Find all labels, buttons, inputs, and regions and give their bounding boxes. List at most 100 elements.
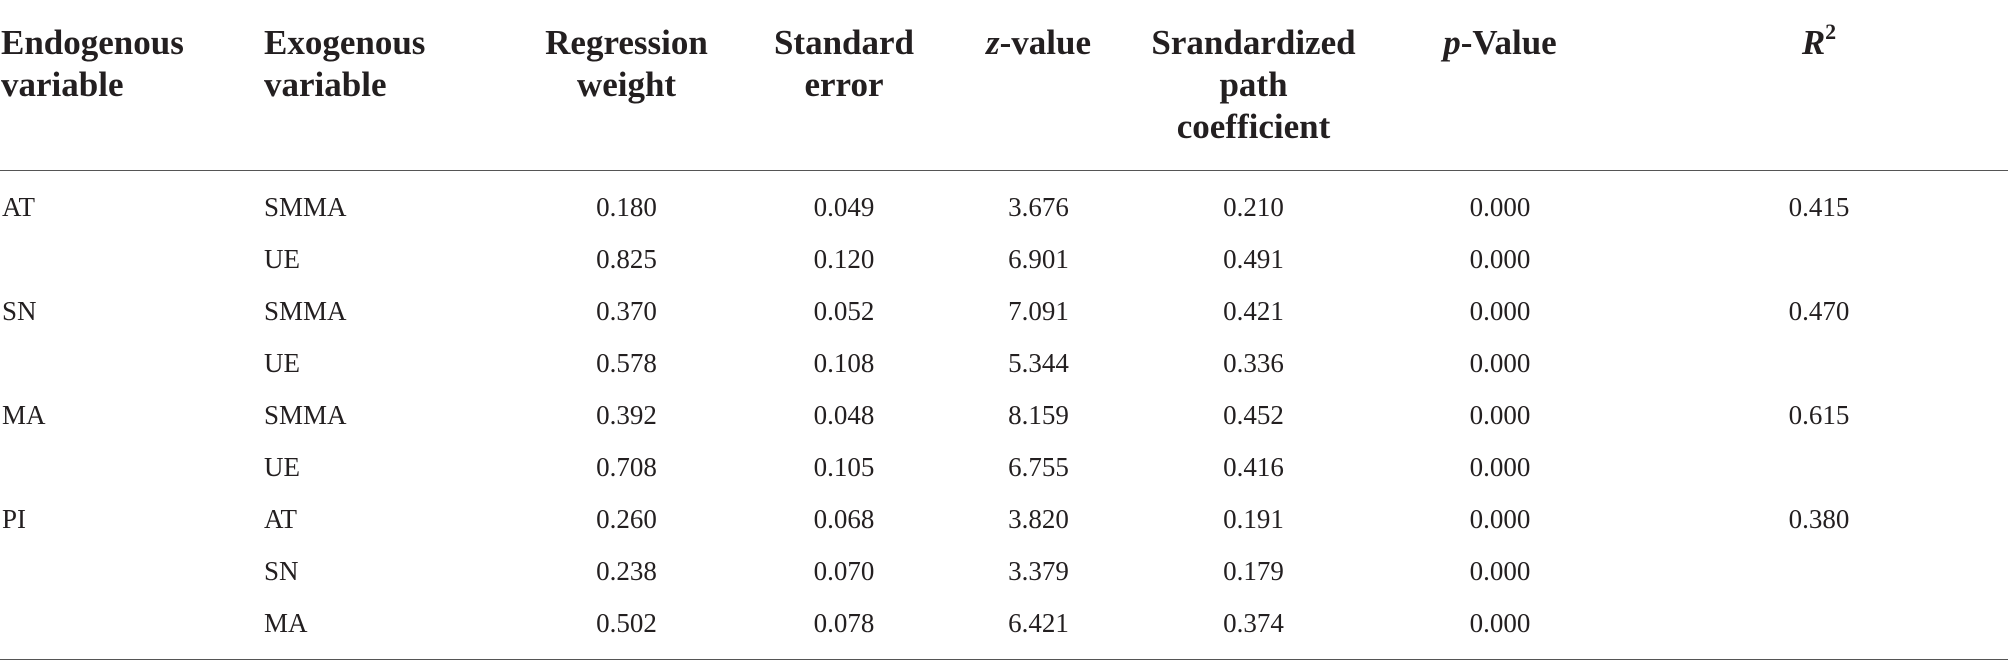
cell-regression-weight: 0.708 — [596, 452, 657, 482]
cell-exogenous-variable: SMMA — [264, 192, 347, 222]
cell-exogenous-variable: SMMA — [264, 400, 347, 430]
cell-exogenous-variable: UE — [264, 452, 300, 482]
header-regression-weight: Regression weight — [505, 16, 748, 171]
cell-endogenous-variable — [0, 545, 262, 597]
header-r-squared: R2 — [1630, 16, 2008, 171]
cell-endogenous-variable: SN — [2, 296, 37, 326]
header-p-rest: -Value — [1460, 23, 1557, 62]
header-std-path-line1: Srandardized — [1151, 23, 1356, 62]
cell-standardized-path-coefficient: 0.336 — [1223, 348, 1284, 378]
cell-standard-error: 0.078 — [748, 597, 940, 660]
table-row: SN SMMA 0.370 0.052 7.091 0.421 0.000 0.470 — [0, 285, 2008, 337]
cell-endogenous-variable — [0, 597, 262, 660]
header-stderr-line2: error — [804, 65, 884, 104]
cell-standardized-path-coefficient: 0.416 — [1223, 452, 1284, 482]
header-row: Endogenous variable Exogenous variable R… — [0, 16, 2008, 171]
cell-r-squared: 0.415 — [1788, 192, 1850, 222]
table-row: UE 0.578 0.108 5.344 0.336 0.000 — [0, 337, 2008, 389]
cell-z-value: 6.901 — [1008, 244, 1069, 274]
cell-exogenous-variable: SN — [264, 556, 299, 586]
header-standardized-path-coefficient: Srandardized path coefficient — [1137, 16, 1370, 171]
table-row: MA 0.502 0.078 6.421 0.374 0.000 — [0, 597, 2008, 660]
table-row: PI AT 0.260 0.068 3.820 0.191 0.000 0.380 — [0, 493, 2008, 545]
cell-z-value: 8.159 — [1008, 400, 1069, 430]
cell-z-value: 3.379 — [1008, 556, 1069, 586]
header-r-letter: R — [1801, 23, 1826, 62]
cell-endogenous-variable: MA — [2, 400, 46, 430]
cell-z-value: 6.421 — [940, 597, 1137, 660]
cell-p-value: 0.000 — [1469, 296, 1531, 326]
cell-standardized-path-coefficient: 0.374 — [1137, 597, 1370, 660]
cell-exogenous-variable: MA — [262, 597, 505, 660]
cell-regression-weight: 0.370 — [596, 296, 657, 326]
header-regression-line1: Regression — [545, 23, 708, 62]
cell-standard-error: 0.049 — [813, 192, 875, 222]
cell-standardized-path-coefficient: 0.421 — [1223, 296, 1284, 326]
cell-regression-weight: 0.180 — [596, 192, 657, 222]
header-exogenous-variable: Exogenous variable — [262, 16, 505, 171]
header-endogenous-line1: Endogenous — [1, 23, 184, 62]
cell-r-squared: 0.380 — [1788, 504, 1850, 534]
header-exogenous-line2: variable — [264, 65, 387, 104]
cell-endogenous-variable — [0, 337, 262, 389]
table-body: AT SMMA 0.180 0.049 3.676 0.210 0.000 0.415 UE 0.… — [0, 171, 2008, 660]
cell-r-squared — [1630, 545, 2008, 597]
cell-exogenous-variable: UE — [264, 244, 300, 274]
cell-p-value: 0.000 — [1469, 400, 1531, 430]
cell-p-value: 0.000 — [1469, 244, 1531, 274]
cell-regression-weight: 0.502 — [505, 597, 748, 660]
header-p-letter: p — [1443, 23, 1461, 62]
table-row: MA SMMA 0.392 0.048 8.159 0.452 0.000 0.615 — [0, 389, 2008, 441]
cell-r-squared — [1630, 233, 2008, 285]
cell-regression-weight: 0.260 — [596, 504, 657, 534]
regression-results-table: Endogenous variable Exogenous variable R… — [0, 16, 2008, 660]
table-row: UE 0.708 0.105 6.755 0.416 0.000 — [0, 441, 2008, 493]
cell-r-squared — [1630, 441, 2008, 493]
cell-regression-weight: 0.825 — [596, 244, 657, 274]
table-row: AT SMMA 0.180 0.049 3.676 0.210 0.000 0.415 — [0, 171, 2008, 234]
header-std-path-line2: path — [1219, 65, 1288, 104]
cell-standardized-path-coefficient: 0.452 — [1223, 400, 1284, 430]
header-r-superscript: 2 — [1825, 19, 1837, 45]
cell-standard-error: 0.105 — [813, 452, 875, 482]
table-header: Endogenous variable Exogenous variable R… — [0, 16, 2008, 171]
header-exogenous-line1: Exogenous — [264, 23, 426, 62]
cell-z-value: 6.755 — [1008, 452, 1069, 482]
cell-regression-weight: 0.238 — [596, 556, 657, 586]
cell-z-value: 5.344 — [1008, 348, 1069, 378]
cell-z-value: 7.091 — [1008, 296, 1069, 326]
cell-p-value: 0.000 — [1370, 597, 1630, 660]
cell-r-squared — [1630, 597, 2008, 660]
header-z-rest: -value — [999, 23, 1091, 62]
cell-standard-error: 0.048 — [813, 400, 875, 430]
cell-standardized-path-coefficient: 0.491 — [1223, 244, 1284, 274]
cell-r-squared: 0.470 — [1788, 296, 1850, 326]
cell-standardized-path-coefficient: 0.179 — [1223, 556, 1284, 586]
cell-endogenous-variable: PI — [2, 504, 27, 534]
cell-p-value: 0.000 — [1469, 556, 1531, 586]
cell-standard-error: 0.120 — [813, 244, 875, 274]
header-z-value: z-value — [940, 16, 1137, 171]
cell-r-squared — [1630, 337, 2008, 389]
cell-standard-error: 0.068 — [813, 504, 875, 534]
cell-standard-error: 0.070 — [813, 556, 875, 586]
cell-standard-error: 0.052 — [813, 296, 875, 326]
header-z-letter: z — [985, 23, 1000, 62]
cell-z-value: 3.820 — [1008, 504, 1069, 534]
cell-r-squared: 0.615 — [1788, 400, 1850, 430]
header-p-value: p-Value — [1370, 16, 1630, 171]
header-endogenous-line2: variable — [1, 65, 124, 104]
cell-standardized-path-coefficient: 0.210 — [1223, 192, 1284, 222]
cell-p-value: 0.000 — [1469, 504, 1531, 534]
cell-exogenous-variable: UE — [264, 348, 300, 378]
cell-p-value: 0.000 — [1469, 452, 1531, 482]
header-endogenous-variable: Endogenous variable — [0, 16, 262, 171]
header-stderr-line1: Standard — [773, 23, 915, 62]
cell-regression-weight: 0.392 — [596, 400, 657, 430]
header-regression-line2: weight — [576, 65, 677, 104]
cell-standard-error: 0.108 — [813, 348, 875, 378]
cell-endogenous-variable — [0, 233, 262, 285]
header-standard-error: Standard error — [748, 16, 940, 171]
cell-endogenous-variable: AT — [2, 192, 35, 222]
cell-exogenous-variable: SMMA — [264, 296, 347, 326]
